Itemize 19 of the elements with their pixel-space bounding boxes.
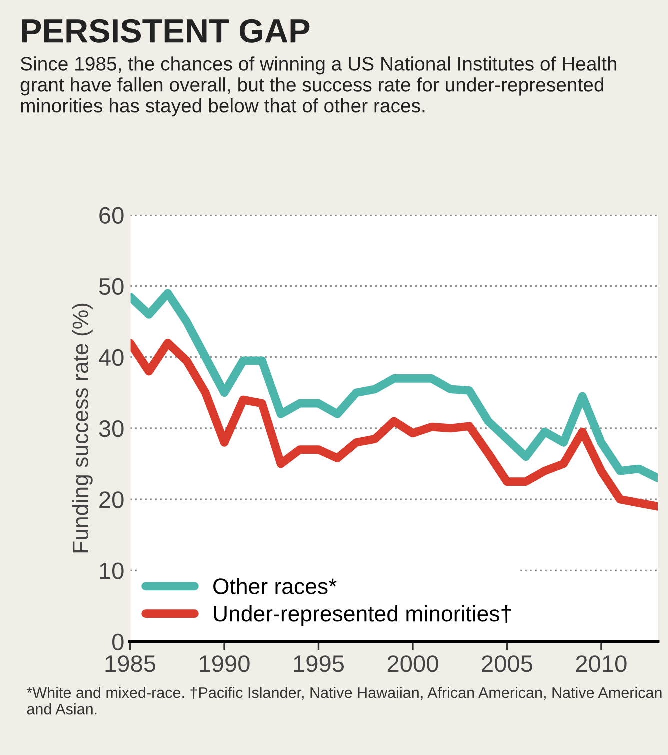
chart-title: PERSISTENT GAP: [22, 19, 310, 43]
y-tick-label: 0: [112, 634, 124, 651]
y-tick-label: 20: [100, 492, 124, 508]
x-tick-label: 1995: [294, 656, 344, 672]
y-tick-label: 50: [99, 278, 124, 296]
x-tick-label: 2000: [388, 656, 438, 672]
x-tick-label: 1985: [106, 656, 156, 672]
x-tick-label: 2010: [576, 656, 627, 672]
y-tick-label: 10: [100, 562, 124, 580]
x-tick-label: 1990: [200, 656, 250, 672]
legend-label: Other races*: [214, 578, 337, 594]
y-tick-label: 40: [98, 349, 124, 366]
chart-subtitle: Since 1985, the chances of winning a US National Institutes of Health grant have fallen overall, but the success rate for under-represented minorities has stayed below that of other races.: [20, 56, 617, 117]
legend-label: Under-represented minorities†: [214, 605, 512, 626]
y-axis-title: Funding success rate (%): [72, 304, 93, 553]
y-tick-label: 60: [100, 207, 124, 224]
x-tick-label: 2005: [482, 656, 532, 672]
y-tick-label: 30: [99, 420, 124, 438]
text: *White and mixed-race. †Pacific Islander, Native Hawaiian, African American, Native American and Asian.: [26, 687, 662, 715]
